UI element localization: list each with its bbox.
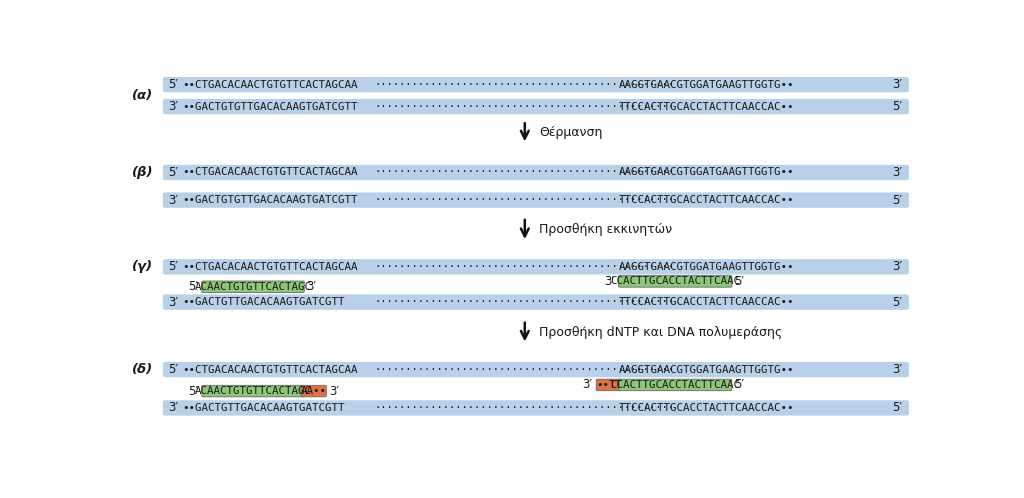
Text: 3′: 3′ xyxy=(892,260,902,273)
FancyBboxPatch shape xyxy=(202,385,304,397)
Text: 5′: 5′ xyxy=(734,275,744,288)
Text: 3′: 3′ xyxy=(892,166,902,179)
Text: 3′: 3′ xyxy=(892,363,902,376)
Text: 3′: 3′ xyxy=(583,378,592,391)
Text: ••GACTGTGTTGACACAAGTGATCGTT: ••GACTGTGTTGACACAAGTGATCGTT xyxy=(182,195,357,205)
Text: 5′: 5′ xyxy=(169,260,178,273)
Text: 5′: 5′ xyxy=(734,378,744,391)
Text: ••GACTGTGTTGACACAAGTGATCGTT: ••GACTGTGTTGACACAAGTGATCGTT xyxy=(182,102,357,112)
Text: ••CTGACACAACTGTGTTCACTAGCAA: ••CTGACACAACTGTGTTCACTAGCAA xyxy=(182,80,357,90)
Text: ················································: ········································… xyxy=(375,297,675,307)
Text: 5′: 5′ xyxy=(892,296,902,309)
Text: ••TT: ••TT xyxy=(596,380,622,390)
FancyBboxPatch shape xyxy=(163,165,909,180)
Text: ················································: ········································… xyxy=(375,195,675,205)
Text: 3′: 3′ xyxy=(306,280,316,293)
FancyBboxPatch shape xyxy=(163,400,909,416)
Text: 3′: 3′ xyxy=(169,296,178,309)
Text: ················································: ········································… xyxy=(375,365,675,374)
Text: Θέρμανση: Θέρμανση xyxy=(539,125,602,139)
Text: AAGGTGAACGTGGATGAAGTTGGTG••: AAGGTGAACGTGGATGAAGTTGGTG•• xyxy=(618,262,794,272)
Text: 5′: 5′ xyxy=(892,194,902,207)
Text: 3′: 3′ xyxy=(169,100,178,113)
Text: ••GACTGTTGACACAAGTGATCGTT: ••GACTGTTGACACAAGTGATCGTT xyxy=(182,403,344,413)
Text: ················································: ········································… xyxy=(375,102,675,112)
Text: (γ): (γ) xyxy=(132,260,153,273)
Text: 3′: 3′ xyxy=(169,194,178,207)
Text: 5′: 5′ xyxy=(892,401,902,414)
Text: ••CTGACACAACTGTGTTCACTAGCAA: ••CTGACACAACTGTGTTCACTAGCAA xyxy=(182,262,357,272)
Text: ACAACTGTGTTCACTAGC: ACAACTGTGTTCACTAGC xyxy=(195,282,311,292)
Text: AAGGTGAACGTGGATGAAGTTGGTG••: AAGGTGAACGTGGATGAAGTTGGTG•• xyxy=(618,167,794,177)
FancyBboxPatch shape xyxy=(301,385,327,397)
Text: 3′: 3′ xyxy=(329,384,339,397)
FancyBboxPatch shape xyxy=(163,362,909,377)
Text: 3′: 3′ xyxy=(892,78,902,91)
Text: 3′: 3′ xyxy=(169,401,178,414)
Text: (α): (α) xyxy=(132,89,154,102)
Text: ••CTGACACAACTGTGTTCACTAGCAA: ••CTGACACAACTGTGTTCACTAGCAA xyxy=(182,365,357,374)
Text: TTCCACTTGCACCTACTTCAACCAC••: TTCCACTTGCACCTACTTCAACCAC•• xyxy=(618,195,794,205)
FancyBboxPatch shape xyxy=(596,379,622,391)
Text: AAGGTGAACGTGGATGAAGTTGGTG••: AAGGTGAACGTGGATGAAGTTGGTG•• xyxy=(618,365,794,374)
Text: TTCCACTTGCACCTACTTCAACCAC••: TTCCACTTGCACCTACTTCAACCAC•• xyxy=(618,297,794,307)
Text: 5′: 5′ xyxy=(169,363,178,376)
Text: Προσθήκη εκκινητών: Προσθήκη εκκινητών xyxy=(539,223,672,236)
FancyBboxPatch shape xyxy=(163,99,909,114)
Text: CCACTTGCACCTACTTCAAC: CCACTTGCACCTACTTCAAC xyxy=(610,276,740,286)
Text: ················································: ········································… xyxy=(375,403,675,413)
Text: 5′: 5′ xyxy=(187,280,198,293)
FancyBboxPatch shape xyxy=(163,294,909,310)
Text: CCACTTGCACCTACTTCAAC: CCACTTGCACCTACTTCAAC xyxy=(610,380,740,390)
FancyBboxPatch shape xyxy=(163,192,909,208)
Text: ••GACTGTTGACACAAGTGATCGTT: ••GACTGTTGACACAAGTGATCGTT xyxy=(182,297,344,307)
Text: Προσθήκη dNTP και DNA πολυμεράσης: Προσθήκη dNTP και DNA πολυμεράσης xyxy=(539,326,782,339)
Text: TTCCACTTGCACCTACTTCAACCAC••: TTCCACTTGCACCTACTTCAACCAC•• xyxy=(618,102,794,112)
Text: 5′: 5′ xyxy=(892,100,902,113)
Text: AAGGTGAACGTGGATGAAGTTGGTG••: AAGGTGAACGTGGATGAAGTTGGTG•• xyxy=(618,80,794,90)
FancyBboxPatch shape xyxy=(618,276,732,287)
Text: 3′: 3′ xyxy=(604,275,614,288)
Text: (δ): (δ) xyxy=(132,363,154,376)
Text: ················································: ········································… xyxy=(375,167,675,177)
Text: AA••: AA•• xyxy=(301,386,327,396)
Text: ················································: ········································… xyxy=(375,80,675,90)
Text: 5′: 5′ xyxy=(169,166,178,179)
Text: ················································: ········································… xyxy=(375,262,675,272)
Text: ACAACTGTGTTCACTAGC: ACAACTGTGTTCACTAGC xyxy=(195,386,311,396)
Text: 5′: 5′ xyxy=(169,78,178,91)
FancyBboxPatch shape xyxy=(618,379,732,391)
FancyBboxPatch shape xyxy=(202,281,304,292)
FancyBboxPatch shape xyxy=(163,259,909,274)
Text: ••CTGACACAACTGTGTTCACTAGCAA: ••CTGACACAACTGTGTTCACTAGCAA xyxy=(182,167,357,177)
FancyBboxPatch shape xyxy=(163,77,909,92)
Text: TTCCACTTGCACCTACTTCAACCAC••: TTCCACTTGCACCTACTTCAACCAC•• xyxy=(618,403,794,413)
Text: 5′: 5′ xyxy=(187,384,198,397)
Text: (β): (β) xyxy=(132,166,154,179)
